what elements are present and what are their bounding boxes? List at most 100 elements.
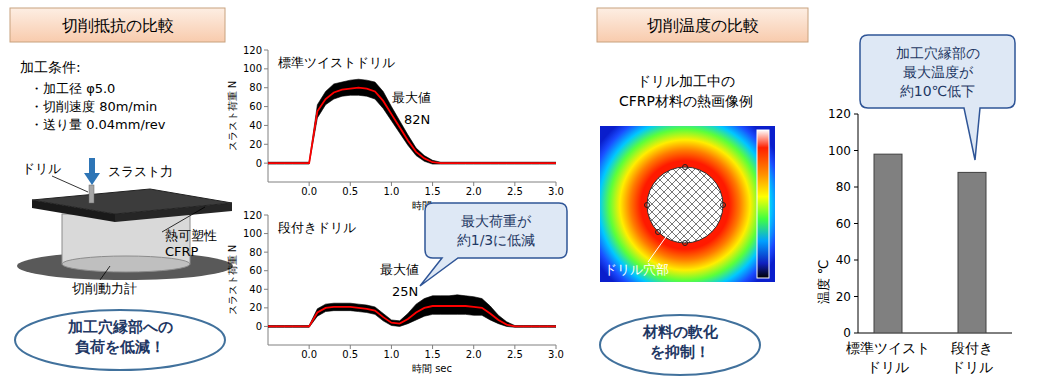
y-tick [854, 296, 858, 297]
bar [958, 172, 986, 333]
annotation: 25N [392, 284, 418, 299]
y-tick [264, 252, 268, 253]
bar-chart: 020406080100120標準ツイストドリル段付きドリル温度 ℃ [816, 107, 1012, 375]
summary-ellipse [600, 315, 760, 375]
summary-text: 加工穴縁部への [67, 318, 173, 336]
y-tick [854, 187, 858, 188]
header-box [597, 8, 808, 42]
y-tick-label: 100 [243, 63, 262, 74]
image-caption: CFRP材料の熱画像例 [619, 93, 753, 109]
y-tick [264, 233, 268, 234]
color-bar [757, 130, 769, 278]
measure-point [683, 165, 688, 170]
y-tick [264, 163, 268, 164]
cfrp-plate [32, 189, 232, 214]
callout-text: 最大荷重が [461, 213, 532, 229]
leader-line [648, 234, 668, 262]
x-tick-label: 2.0 [466, 186, 482, 197]
hole-label: ドリル穴部 [604, 262, 669, 277]
chart-title: 標準ツイストドリル [278, 55, 395, 70]
y-tick [854, 333, 858, 334]
y-tick-label: 80 [249, 82, 262, 93]
y-tick-label: 80 [249, 247, 262, 258]
signal-band [268, 79, 556, 164]
x-tick-label: 1.0 [383, 186, 399, 197]
page: 切削抵抗の比較切削温度の比較加工穴縁部への負荷を低減！材料の軟化を抑制！加工条件… [0, 0, 1038, 389]
x-tick-label: 段付きドリル [951, 340, 993, 375]
y-axis-label: スラスト荷重 N [227, 245, 238, 316]
y-tick-label: 120 [828, 107, 851, 121]
y-tick-label: 60 [836, 217, 851, 231]
x-axis [268, 345, 556, 346]
y-tick-label: 120 [243, 45, 262, 56]
y-tick [264, 289, 268, 290]
y-tick-label: 0 [256, 158, 262, 169]
y-tick [264, 87, 268, 88]
x-tick-label: 3.0 [548, 186, 564, 197]
header-title: 切削温度の比較 [647, 16, 759, 35]
x-tick-label: 1.0 [383, 349, 399, 360]
annotation: 82N [404, 112, 430, 127]
y-tick-label: 20 [836, 290, 851, 304]
bar [874, 154, 902, 333]
y-tick [854, 223, 858, 224]
mean-line [268, 88, 556, 163]
x-axis [268, 182, 556, 183]
y-tick-label: 0 [256, 321, 262, 332]
line-chart: 0204060801001200.00.51.01.52.02.53.0段付きド… [227, 210, 564, 375]
x-tick-label: 0.0 [301, 186, 317, 197]
y-tick-label: 40 [249, 284, 262, 295]
callout-text: 約10℃低下 [900, 83, 976, 99]
annotation: 最大値 [380, 262, 419, 277]
y-tick-label: 20 [249, 302, 262, 313]
thermal-image [600, 126, 775, 282]
label-line: 段付き [951, 340, 993, 356]
drill-hole [647, 167, 723, 243]
x-tick-label: 3.0 [548, 349, 564, 360]
y-tick [264, 106, 268, 107]
image-caption: ドリル加工中の [637, 73, 735, 89]
thermal-field [600, 126, 775, 282]
callout-text: 約1/3に低減 [457, 232, 536, 248]
diagram-label: 切削動力計 [72, 281, 137, 296]
y-tick-label: 80 [836, 180, 851, 194]
thrust-arrow-head [84, 173, 100, 185]
y-tick [264, 215, 268, 216]
y-tick [264, 50, 268, 51]
header-title: 切削抵抗の比較 [62, 16, 174, 35]
bars [874, 154, 986, 333]
y-tick [854, 150, 858, 151]
x-tick-label: 2.5 [507, 349, 523, 360]
x-axis-label: 時間 sec [412, 363, 452, 374]
y-tick [264, 270, 268, 271]
condition-item: ・送り量 0.04mm/rev [30, 117, 166, 132]
annotation: 最大値 [392, 90, 431, 105]
label-line: ドリル [867, 359, 909, 375]
conditions-title: 加工条件: [20, 59, 81, 75]
y-tick [264, 144, 268, 145]
measure-point [683, 241, 688, 246]
x-tick-label: 0.5 [342, 186, 358, 197]
x-tick-label: 標準ツイストドリル [846, 340, 930, 375]
line-chart: 0204060801001200.00.51.01.52.02.53.0標準ツイ… [227, 45, 564, 212]
summary-text: 材料の軟化 [642, 323, 719, 341]
y-axis-label: スラスト荷重 N [227, 81, 238, 152]
diagram-label: スラスト力 [108, 164, 173, 179]
x-tick-label: 0.0 [301, 349, 317, 360]
y-tick [264, 68, 268, 69]
callout-text: 加工穴縁部の [896, 45, 980, 61]
x-tick-label: 2.0 [466, 349, 482, 360]
diagram-label: CFRP [165, 244, 199, 259]
condition-item: ・切削速度 80m/min [30, 99, 157, 114]
summary-ellipse [15, 310, 225, 370]
measure-point [656, 230, 661, 235]
callout-box [860, 35, 1015, 160]
mean-line [268, 306, 556, 326]
y-tick-label: 120 [243, 210, 262, 221]
header-box [10, 8, 225, 42]
leader-line [52, 176, 88, 192]
y-tick-label: 100 [243, 228, 262, 239]
y-tick [264, 125, 268, 126]
plot-data [268, 295, 556, 328]
label-line: ドリル [951, 359, 993, 375]
